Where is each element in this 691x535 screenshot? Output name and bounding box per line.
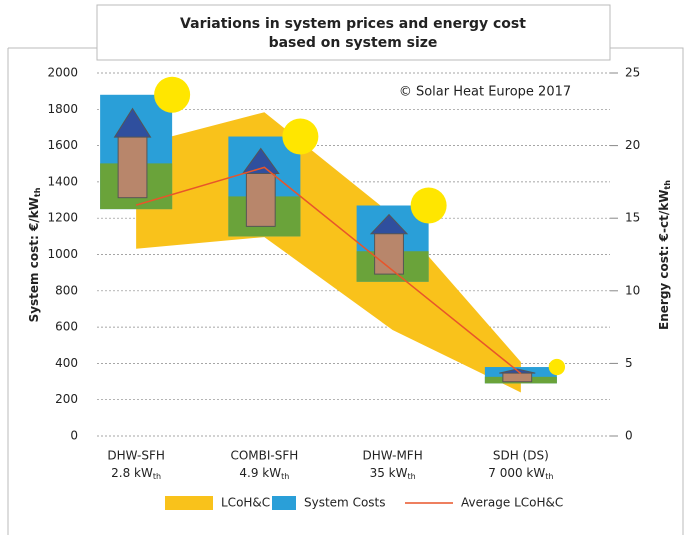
legend-label: LCoH&C — [221, 496, 270, 510]
x-tick-size: 7 000 kWth — [488, 466, 553, 481]
roof — [241, 147, 280, 174]
system-cost-box — [100, 76, 191, 210]
legend-label: System Costs — [304, 496, 386, 510]
y-tick-label: 0 — [70, 429, 78, 443]
y2-axis-label: Energy cost: €-ct/kWth — [657, 180, 672, 330]
size-sub: th — [153, 472, 161, 481]
y2-axis-label-text: Energy cost: €-ct/kW — [657, 190, 671, 330]
size-sub: th — [407, 472, 415, 481]
y-tick-label: 200 — [55, 392, 78, 406]
y2-axis-label-sub: th — [663, 180, 672, 190]
sun — [154, 76, 191, 113]
y-tick-label: 1800 — [47, 102, 78, 116]
y-axis-label: System cost: €/kWth — [27, 187, 42, 322]
system-cost-box — [228, 118, 319, 237]
y-tick-label: 1400 — [47, 174, 78, 188]
y-axis-label-text: System cost: €/kW — [27, 197, 41, 322]
y-tick-label: 1000 — [47, 247, 78, 261]
y-tick-label: 1200 — [47, 211, 78, 225]
size-value: 4.9 kW — [239, 466, 281, 480]
legend-swatch — [165, 496, 213, 510]
y-axis-label-sub: th — [33, 187, 42, 197]
x-tick-size: 2.8 kWth — [111, 466, 161, 481]
x-tick-label: SDH (DS) — [493, 449, 549, 463]
y2-tick-label: 15 — [625, 211, 640, 225]
roof — [369, 213, 409, 235]
y2-tick-label: 25 — [625, 66, 640, 80]
frame — [7, 47, 684, 535]
sun — [548, 358, 566, 376]
range-area — [136, 112, 521, 393]
title-box — [96, 4, 611, 61]
y-tick-label: 800 — [55, 283, 78, 297]
sun — [410, 187, 447, 224]
annotation: © Solar Heat Europe 2017 — [399, 85, 571, 100]
y2-tick-label: 5 — [625, 356, 633, 370]
y2-tick-label: 0 — [625, 429, 633, 443]
house — [245, 170, 276, 227]
y-tick-label: 400 — [55, 356, 78, 370]
chart-title: based on system size — [269, 35, 438, 51]
y2-tick-label: 20 — [625, 138, 640, 152]
legend-swatch — [272, 496, 296, 510]
system-cost-box — [484, 358, 566, 384]
average-line — [135, 166, 522, 375]
x-tick-size: 4.9 kWth — [239, 466, 289, 481]
sun — [282, 118, 319, 155]
x-tick-label: COMBI-SFH — [230, 449, 298, 463]
y-tick-label: 600 — [55, 320, 78, 334]
size-sub: th — [545, 472, 553, 481]
size-value: 2.8 kW — [111, 466, 153, 480]
system-cost-box — [356, 187, 447, 282]
x-tick-label: DHW-SFH — [107, 449, 165, 463]
chart-title: Variations in system prices and energy c… — [180, 16, 526, 32]
size-value: 7 000 kW — [488, 466, 545, 480]
house — [502, 372, 533, 383]
size-sub: th — [281, 472, 289, 481]
legend-label: Average LCoH&C — [461, 496, 563, 510]
x-tick-label: DHW-MFH — [362, 449, 422, 463]
y2-tick-label: 10 — [625, 283, 640, 297]
size-value: 35 kW — [370, 466, 408, 480]
house — [117, 134, 148, 199]
y-tick-label: 1600 — [47, 138, 78, 152]
y-tick-label: 2000 — [47, 66, 78, 80]
x-tick-size: 35 kWth — [370, 466, 416, 481]
roof — [113, 107, 152, 138]
